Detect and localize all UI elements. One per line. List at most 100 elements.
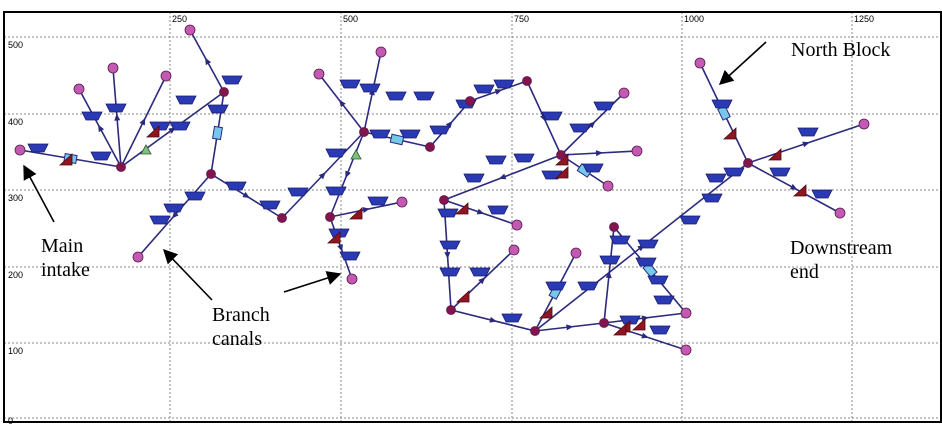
end-node bbox=[834, 207, 846, 219]
end-node bbox=[602, 180, 614, 192]
end-node bbox=[346, 273, 358, 285]
weir-structure bbox=[797, 127, 819, 137]
gate-structure bbox=[538, 306, 553, 319]
end-node bbox=[858, 118, 870, 130]
weir-structure bbox=[399, 129, 421, 139]
flow-direction-marker bbox=[444, 251, 451, 259]
weir-structure bbox=[325, 148, 347, 158]
junction-node bbox=[446, 305, 456, 315]
junction-node bbox=[359, 127, 369, 137]
hydraulic-structures bbox=[27, 57, 833, 339]
weir-structure bbox=[325, 186, 347, 196]
gate-structure bbox=[612, 323, 627, 336]
end-node bbox=[680, 307, 692, 319]
weir-structure bbox=[367, 196, 389, 206]
gate-structure bbox=[348, 207, 363, 220]
weir-structure bbox=[463, 173, 485, 183]
weir-structure bbox=[225, 181, 247, 191]
end-node bbox=[680, 344, 692, 356]
weir-structure bbox=[653, 295, 675, 305]
x-tick-250: 250 bbox=[172, 14, 187, 24]
weir-structure bbox=[593, 101, 615, 111]
gate-structure bbox=[326, 231, 341, 244]
gate-structure bbox=[792, 184, 807, 197]
flow-direction-marker bbox=[362, 207, 370, 214]
weir-structure bbox=[221, 75, 243, 85]
weir-structure bbox=[369, 129, 391, 139]
end-node bbox=[511, 219, 523, 231]
gate-structure bbox=[631, 318, 646, 331]
flow-direction-marker bbox=[588, 121, 596, 129]
downstream-end-label: Downstream end bbox=[790, 237, 893, 283]
main-intake-arrow bbox=[23, 164, 55, 223]
weir-structure bbox=[649, 325, 671, 335]
weir-structure bbox=[149, 215, 171, 225]
weir-structure bbox=[437, 208, 459, 218]
grid-lines bbox=[4, 12, 942, 424]
end-node bbox=[396, 196, 408, 208]
x-tick-750: 750 bbox=[514, 14, 529, 24]
control-structure bbox=[140, 144, 152, 155]
canal-nodes bbox=[14, 24, 870, 356]
weir-structure bbox=[513, 153, 535, 163]
flow-direction-marker bbox=[641, 315, 649, 322]
x-tick-1250: 1250 bbox=[854, 14, 874, 24]
weir-structure bbox=[635, 257, 657, 267]
gate-structure bbox=[554, 166, 569, 179]
weir-structure bbox=[541, 111, 563, 121]
north-block-label: North Block bbox=[791, 39, 891, 61]
weir-structure bbox=[90, 151, 112, 161]
flow-direction-marker bbox=[489, 316, 497, 323]
main-intake-node bbox=[14, 144, 26, 156]
weir-structure bbox=[473, 84, 495, 94]
y-tick-500: 500 bbox=[8, 40, 23, 50]
branch-canals-arrow-left bbox=[163, 248, 213, 301]
weir-structure bbox=[169, 121, 191, 131]
flow-direction-marker bbox=[345, 170, 351, 179]
flow-direction-marker bbox=[478, 277, 486, 285]
junction-node bbox=[439, 195, 449, 205]
y-tick-0: 0 bbox=[8, 416, 13, 424]
weir-structure bbox=[105, 103, 127, 113]
junction-node bbox=[219, 87, 229, 97]
flow-direction-marker bbox=[205, 57, 212, 66]
weir-structure bbox=[582, 163, 604, 173]
weir-structure bbox=[711, 99, 733, 109]
weir-structure bbox=[439, 240, 461, 250]
end-node bbox=[73, 83, 85, 95]
gate-structure bbox=[145, 125, 160, 138]
end-node bbox=[132, 251, 144, 263]
weir-structure bbox=[485, 155, 507, 165]
end-node bbox=[160, 70, 172, 82]
flow-direction-marker bbox=[595, 150, 603, 157]
weir-structure bbox=[619, 315, 641, 325]
weir-structure bbox=[163, 203, 185, 213]
flow-direction-marker bbox=[445, 120, 453, 129]
flow-direction-marker bbox=[641, 332, 649, 339]
gate-structure bbox=[58, 153, 73, 166]
junction-node bbox=[206, 169, 216, 179]
end-node bbox=[184, 24, 196, 36]
weir-structure bbox=[81, 111, 103, 121]
weir-structure bbox=[207, 104, 229, 114]
gate-structure bbox=[455, 290, 470, 303]
flow-direction-marker bbox=[98, 124, 105, 133]
flow-direction-marker bbox=[337, 244, 343, 252]
gate-structure bbox=[722, 127, 737, 140]
flow-direction-marker bbox=[171, 211, 179, 219]
weir-structure bbox=[385, 91, 407, 101]
flow-direction-marker bbox=[498, 173, 507, 180]
weir-structure bbox=[27, 143, 49, 153]
weir-structure bbox=[545, 281, 567, 291]
weir-structure bbox=[647, 275, 669, 285]
weir-structure bbox=[259, 200, 281, 210]
flow-direction-marker bbox=[789, 183, 798, 190]
pump-structure bbox=[212, 125, 223, 141]
x-tick-1000: 1000 bbox=[684, 14, 704, 24]
junction-node bbox=[425, 142, 435, 152]
weir-structure bbox=[175, 95, 197, 105]
flow-direction-marker bbox=[476, 208, 485, 215]
x-tick-500: 500 bbox=[343, 14, 358, 24]
